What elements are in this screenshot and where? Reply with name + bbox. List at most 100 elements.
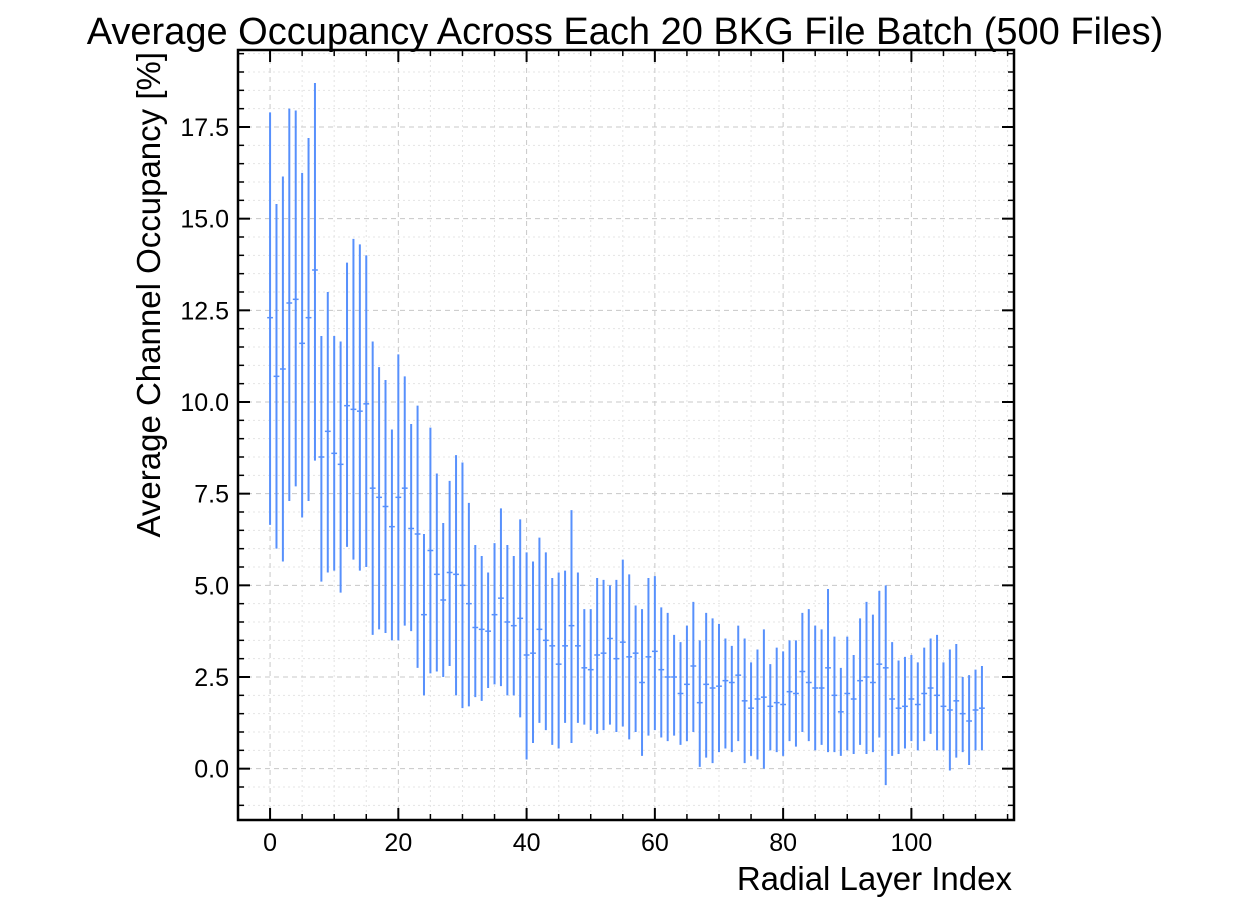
data-point — [748, 662, 754, 756]
y-tick-labels: 0.0 2.5 5.0 7.5 10.0 12.5 15.0 17.5 — [180, 114, 229, 784]
data-point — [337, 341, 344, 593]
y-axis-label: Average Channel Occupancy [%] — [130, 52, 167, 538]
x-tick-label: 20 — [384, 829, 412, 857]
data-point — [530, 561, 536, 743]
data-point — [658, 607, 665, 738]
data-point — [575, 572, 581, 723]
data-point — [626, 574, 633, 740]
x-tick-label: 80 — [769, 829, 797, 857]
data-point — [587, 609, 594, 731]
data-point — [465, 502, 472, 707]
data-point — [728, 645, 735, 753]
data-point — [773, 647, 780, 753]
y-tick-label: 10.0 — [180, 389, 229, 417]
data-point — [517, 519, 524, 718]
data-point — [485, 572, 492, 688]
data-point — [555, 572, 562, 749]
data-point — [914, 662, 921, 751]
data-point — [389, 429, 395, 641]
data-point — [427, 427, 434, 674]
data-point — [927, 638, 934, 734]
data-point — [671, 634, 677, 736]
data-point — [395, 354, 402, 641]
data-point — [953, 644, 960, 758]
x-tick-label: 0 — [263, 829, 277, 857]
data-point — [799, 612, 806, 732]
data-point — [280, 176, 286, 562]
y-tick-label: 0.0 — [194, 756, 229, 784]
data-point — [619, 559, 626, 727]
data-point — [498, 508, 504, 687]
data-point — [504, 545, 511, 696]
data-point — [344, 262, 350, 547]
data-point — [491, 543, 498, 685]
x-tick-label: 60 — [641, 829, 669, 857]
data-point — [549, 578, 556, 745]
data-point — [760, 629, 767, 769]
data-point — [651, 576, 658, 731]
data-point — [946, 649, 953, 771]
data-point — [440, 523, 447, 677]
data-point — [921, 647, 928, 742]
data-point — [690, 601, 697, 732]
data-point — [331, 336, 338, 571]
data-point — [966, 675, 972, 765]
data-point — [273, 204, 280, 549]
series-occupancy — [267, 83, 985, 786]
data-point — [754, 649, 761, 760]
data-point — [363, 255, 370, 567]
data-point — [940, 662, 947, 751]
data-point — [735, 625, 742, 742]
data-point — [709, 618, 716, 764]
y-tick-label: 5.0 — [194, 572, 229, 600]
data-point — [786, 640, 793, 742]
data-point — [805, 609, 812, 742]
data-point — [523, 552, 530, 760]
data-point — [600, 579, 607, 731]
data-point — [305, 138, 312, 501]
data-point — [267, 112, 273, 525]
data-point — [741, 638, 748, 764]
x-tick-label: 100 — [891, 829, 933, 857]
y-tick-label: 7.5 — [194, 481, 229, 509]
data-point — [934, 634, 940, 751]
data-point — [959, 677, 966, 753]
data-point — [863, 601, 870, 754]
data-point — [472, 545, 479, 698]
y-tick-label: 15.0 — [180, 206, 229, 234]
data-point — [542, 552, 549, 731]
data-point — [870, 614, 876, 753]
data-point — [350, 238, 357, 560]
data-point — [478, 556, 485, 701]
data-point — [908, 655, 915, 742]
data-point — [895, 660, 902, 754]
data-point — [510, 556, 517, 696]
data-point — [722, 638, 729, 749]
data-point — [716, 623, 722, 753]
data-point — [972, 669, 979, 751]
data-point — [376, 367, 382, 630]
data-point — [639, 609, 645, 756]
data-point — [767, 664, 774, 751]
data-point — [664, 612, 671, 742]
chart-title: Average Occupancy Across Each 20 BKG Fil… — [87, 11, 1163, 53]
data-point — [594, 578, 601, 734]
data-point — [696, 640, 703, 767]
data-point — [607, 585, 613, 725]
data-point — [793, 640, 799, 747]
data-point — [703, 612, 710, 758]
data-point — [780, 651, 787, 756]
y-tick-label: 17.5 — [180, 114, 229, 142]
data-point — [433, 473, 440, 672]
y-tick-label: 2.5 — [194, 664, 229, 692]
data-point — [818, 629, 825, 745]
data-point — [844, 636, 851, 751]
data-point — [292, 110, 299, 487]
data-point — [299, 172, 306, 518]
data-point — [831, 636, 838, 753]
data-point — [421, 534, 427, 696]
data-point — [677, 642, 684, 745]
data-point — [446, 480, 453, 666]
data-point — [581, 609, 588, 725]
